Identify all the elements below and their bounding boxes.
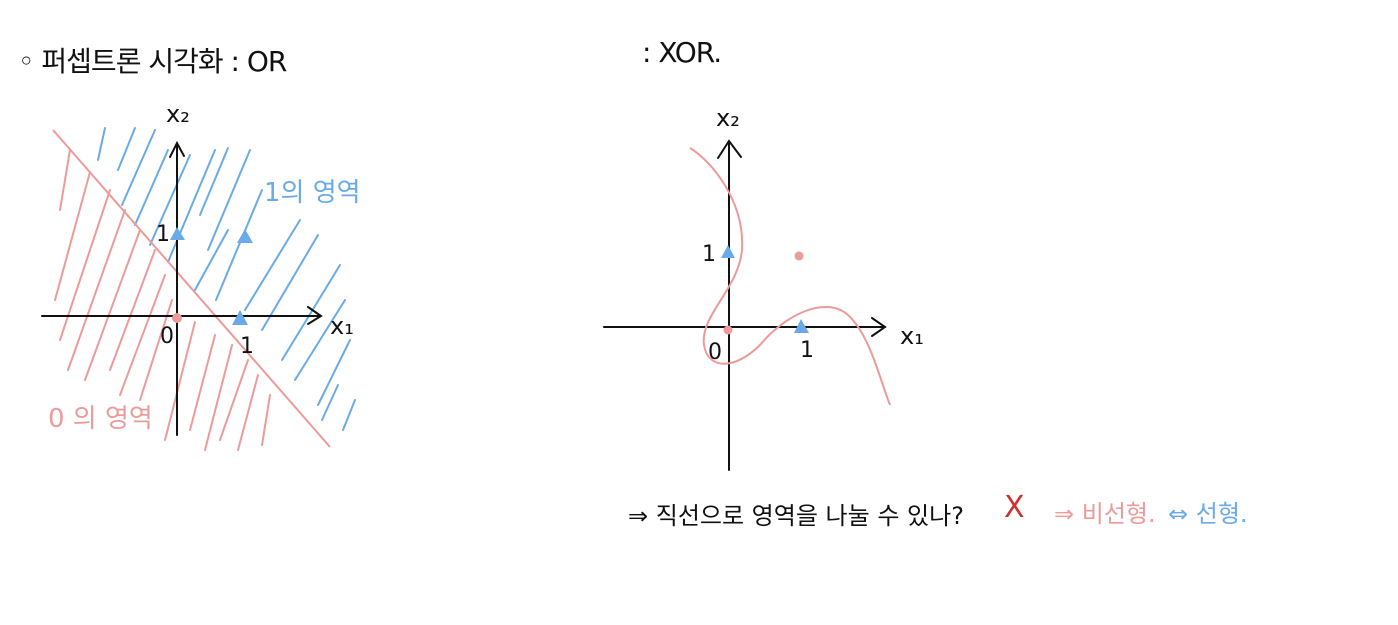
bottom-question: ⇒ 직선으로 영역을 나눌 수 있나?: [628, 502, 964, 530]
right-nonlinear-boundary: [689, 147, 891, 406]
left-x1-axis-label: x₁: [330, 312, 354, 340]
bottom-nonlinear-label: ⇒ 비선형.: [1054, 500, 1156, 528]
left-decision-boundary: [52, 129, 331, 448]
right-point-origin-zero: [723, 325, 733, 335]
right-y-tick-one: 1: [702, 242, 716, 267]
left-x-tick-one: 1: [240, 334, 254, 359]
right-point-10-triangle: [794, 319, 809, 333]
bottom-linear-label: ⇔ 선형.: [1168, 500, 1248, 528]
right-x1-axis-label: x₁: [900, 322, 924, 350]
left-point-origin-zero: [172, 313, 182, 323]
bottom-cross-mark: X: [1004, 490, 1025, 525]
right-axes: [603, 139, 887, 471]
right-origin-label: 0: [708, 340, 722, 365]
left-point-10-triangle: [232, 310, 248, 325]
left-y-tick-one: 1: [156, 222, 170, 247]
right-x-tick-one: 1: [800, 338, 814, 363]
left-origin-label: 0: [160, 324, 174, 349]
left-point-11-triangle: [237, 229, 253, 243]
right-x2-axis-label: x₂: [716, 104, 740, 132]
left-point-01-triangle: [170, 227, 185, 240]
left-blue-hatch: [97, 127, 356, 431]
left-x2-axis-label: x₂: [166, 100, 190, 128]
right-point-01-triangle: [721, 245, 735, 258]
left-title: ◦ 퍼셉트론 시각화 : OR: [18, 45, 287, 78]
right-title: : XOR.: [642, 36, 722, 69]
left-pink-hatch: [54, 149, 271, 451]
right-point-11-zero: [794, 251, 804, 261]
left-region-zero-label: 0 의 영역: [48, 404, 153, 434]
left-region-one-label: 1의 영역: [264, 178, 361, 208]
